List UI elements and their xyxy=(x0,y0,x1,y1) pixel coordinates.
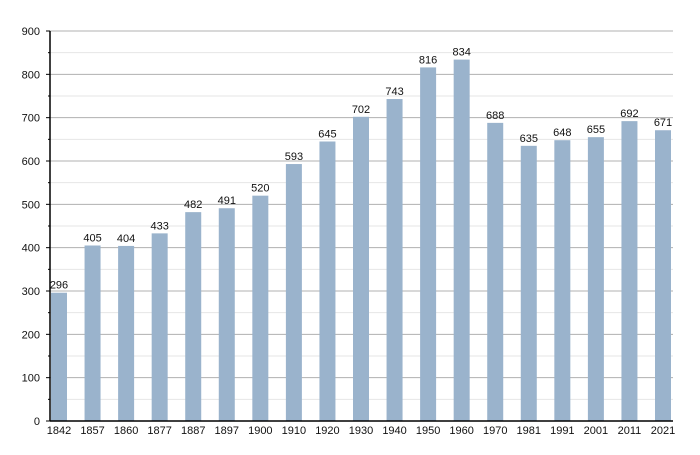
data-label: 688 xyxy=(486,110,504,122)
data-label: 834 xyxy=(452,47,470,59)
x-tick-label: 2011 xyxy=(618,425,642,437)
x-tick-label: 1900 xyxy=(248,425,272,437)
data-label: 491 xyxy=(218,195,236,207)
data-label: 816 xyxy=(419,54,437,66)
x-tick-label: 2021 xyxy=(651,425,675,437)
y-tick-label: 300 xyxy=(22,286,40,298)
data-label: 635 xyxy=(520,133,538,145)
x-tick-label: 1940 xyxy=(382,425,406,437)
bar-1950 xyxy=(420,67,437,422)
x-tick-label: 1981 xyxy=(517,425,541,437)
data-label: 433 xyxy=(150,220,168,232)
y-tick-label: 600 xyxy=(22,156,40,168)
bar-1991 xyxy=(554,140,571,421)
data-label: 405 xyxy=(83,233,101,245)
bar-1910 xyxy=(285,164,302,422)
data-label: 404 xyxy=(117,233,135,245)
y-tick-label: 500 xyxy=(22,199,40,211)
x-tick-label: 1920 xyxy=(315,425,339,437)
data-label: 743 xyxy=(385,86,403,98)
axes: 0 100 200 300 400 500 600 700 800 900 1842 1857 1860… xyxy=(22,26,676,437)
bars xyxy=(51,59,671,422)
data-label: 671 xyxy=(654,117,672,129)
bar-1877 xyxy=(151,233,168,421)
data-label: 296 xyxy=(50,280,68,292)
data-label: 645 xyxy=(318,129,336,141)
x-tick-label: 1960 xyxy=(449,425,473,437)
x-tick-label: 1877 xyxy=(147,425,171,437)
bar-1970 xyxy=(487,122,504,421)
bar-2011 xyxy=(621,121,638,421)
x-tick-label: 1857 xyxy=(80,425,104,437)
x-tick-label: 1910 xyxy=(282,425,306,437)
x-tick-label: 1970 xyxy=(483,425,507,437)
x-tick-label: 1860 xyxy=(114,425,138,437)
x-tick-label: 1887 xyxy=(181,425,205,437)
data-label: 702 xyxy=(352,104,370,116)
x-tick-label: 1897 xyxy=(215,425,239,437)
y-tick-label: 700 xyxy=(22,113,40,125)
bar-1842 xyxy=(51,292,67,421)
bar-1900 xyxy=(252,195,269,421)
bar-1860 xyxy=(118,245,135,421)
bar-2021 xyxy=(655,130,671,421)
y-tick-label: 800 xyxy=(22,69,40,81)
bar-2001 xyxy=(587,137,604,421)
data-label: 520 xyxy=(251,183,269,195)
y-tick-label: 0 xyxy=(34,416,40,428)
x-tick-label: 1991 xyxy=(550,425,574,437)
bar-1857 xyxy=(84,245,101,421)
data-label: 648 xyxy=(553,127,571,139)
bar-1940 xyxy=(386,99,403,422)
y-tick-label: 100 xyxy=(22,373,40,385)
data-label: 655 xyxy=(587,124,605,136)
bar-1920 xyxy=(319,141,336,421)
data-label: 593 xyxy=(285,151,303,163)
y-tick-label: 900 xyxy=(22,26,40,38)
bar-1981 xyxy=(520,145,537,422)
data-label: 482 xyxy=(184,199,202,211)
data-labels: 296 405 404 433 482 491 520 593 645 702 743 816 834 6… xyxy=(50,47,672,292)
y-tick-label: 400 xyxy=(22,243,40,255)
x-tick-label: 1950 xyxy=(416,425,440,437)
y-tick-label: 200 xyxy=(22,329,40,341)
bar-1960 xyxy=(453,59,470,421)
x-tick-label: 1930 xyxy=(349,425,373,437)
bar-1887 xyxy=(185,212,202,421)
data-label: 692 xyxy=(620,108,638,120)
x-tick-label: 1842 xyxy=(47,425,71,437)
bar-1897 xyxy=(218,208,235,421)
x-tick-label: 2001 xyxy=(584,425,608,437)
bar-1930 xyxy=(353,116,369,422)
